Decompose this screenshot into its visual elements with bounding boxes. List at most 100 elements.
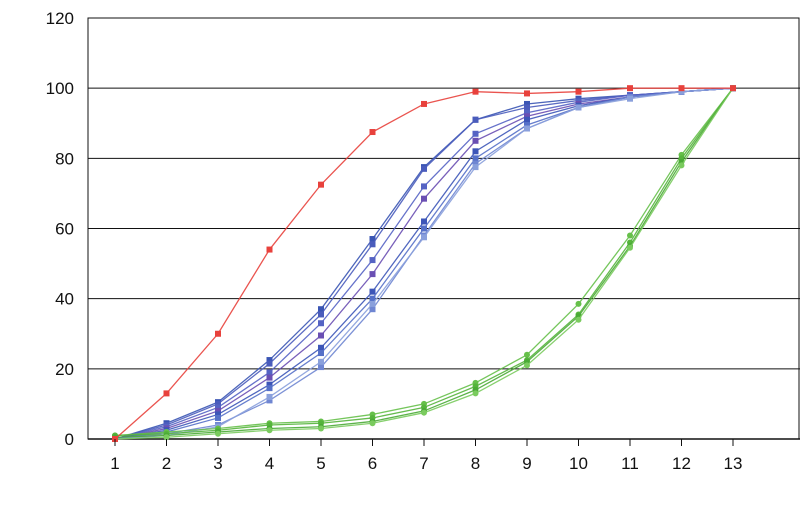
series-line bbox=[114, 87, 734, 440]
data-point bbox=[472, 164, 479, 171]
gridlines bbox=[88, 87, 800, 440]
series-8 bbox=[112, 85, 736, 442]
data-point bbox=[678, 85, 685, 92]
x-tick-label: 3 bbox=[213, 454, 222, 473]
data-point bbox=[472, 137, 479, 144]
series-4 bbox=[112, 85, 736, 442]
data-point bbox=[215, 414, 221, 421]
data-point bbox=[318, 344, 324, 351]
data-point bbox=[215, 430, 221, 437]
series-10 bbox=[112, 85, 736, 439]
series-11 bbox=[112, 85, 736, 441]
y-tick-label: 80 bbox=[55, 149, 74, 168]
data-point bbox=[318, 350, 324, 357]
x-tick-label: 2 bbox=[162, 454, 171, 473]
data-point bbox=[318, 311, 324, 318]
data-point bbox=[369, 257, 376, 264]
series-line bbox=[114, 87, 733, 440]
series-line bbox=[114, 87, 734, 438]
data-point bbox=[524, 90, 530, 97]
y-tick-label: 0 bbox=[65, 430, 74, 449]
data-point bbox=[421, 218, 427, 225]
data-point bbox=[421, 409, 427, 416]
data-point bbox=[472, 148, 479, 155]
x-tick-label: 7 bbox=[419, 454, 428, 473]
x-tick-label: 1 bbox=[110, 454, 119, 473]
data-point bbox=[266, 427, 273, 434]
y-tick-label: 40 bbox=[55, 290, 74, 309]
series-line bbox=[114, 87, 734, 437]
data-point bbox=[421, 100, 427, 107]
data-point bbox=[524, 113, 530, 120]
x-tick-label: 12 bbox=[672, 454, 691, 473]
data-point bbox=[472, 88, 479, 95]
series-line bbox=[114, 87, 734, 437]
data-point bbox=[266, 246, 273, 253]
data-point bbox=[472, 390, 479, 397]
x-tick-label: 13 bbox=[724, 454, 743, 473]
series-0 bbox=[112, 85, 736, 442]
data-point bbox=[318, 320, 324, 327]
data-point bbox=[318, 332, 324, 339]
data-point bbox=[215, 404, 221, 411]
data-point bbox=[266, 381, 273, 388]
data-point bbox=[524, 122, 530, 129]
data-point bbox=[472, 116, 479, 123]
y-tick-label: 20 bbox=[55, 360, 74, 379]
data-point bbox=[369, 236, 376, 243]
y-tick-label: 120 bbox=[46, 9, 74, 28]
data-point bbox=[215, 400, 221, 407]
series-line bbox=[114, 87, 734, 440]
data-point bbox=[575, 88, 582, 95]
data-point bbox=[163, 390, 170, 397]
data-point bbox=[266, 369, 273, 376]
data-point bbox=[575, 104, 582, 111]
plot-area-frame bbox=[87, 17, 800, 440]
data-point bbox=[627, 95, 633, 102]
data-point bbox=[421, 234, 427, 241]
data-point bbox=[369, 288, 376, 295]
series-6 bbox=[112, 85, 736, 442]
data-point bbox=[524, 104, 530, 111]
y-tick-label: 100 bbox=[46, 79, 74, 98]
series-line bbox=[114, 87, 734, 440]
data-point bbox=[627, 244, 633, 251]
y-axis-tick-labels: 0 20 40 60 80 100 120 bbox=[46, 9, 74, 449]
data-point bbox=[266, 374, 273, 381]
data-point bbox=[524, 125, 530, 132]
data-point bbox=[318, 358, 324, 365]
data-point bbox=[524, 100, 530, 107]
data-point bbox=[318, 425, 324, 432]
data-point bbox=[421, 195, 427, 202]
data-point bbox=[678, 88, 685, 95]
data-point bbox=[318, 364, 324, 371]
data-point bbox=[524, 116, 530, 123]
data-point bbox=[421, 225, 427, 232]
y-tick-label: 60 bbox=[55, 220, 74, 239]
data-point bbox=[678, 162, 685, 169]
series-12 bbox=[112, 85, 736, 442]
data-point bbox=[472, 155, 479, 162]
series-line bbox=[114, 87, 734, 440]
data-point bbox=[369, 271, 376, 278]
x-tick-label: 4 bbox=[265, 454, 274, 473]
series-5 bbox=[112, 85, 736, 442]
data-point bbox=[266, 360, 273, 367]
data-point bbox=[421, 183, 427, 190]
data-point bbox=[318, 181, 324, 188]
series-3 bbox=[112, 85, 736, 442]
data-point bbox=[575, 300, 582, 307]
x-tick-label: 10 bbox=[569, 454, 588, 473]
data-point bbox=[524, 109, 530, 116]
data-point bbox=[730, 85, 736, 92]
series-line bbox=[114, 87, 734, 440]
series-line bbox=[114, 87, 734, 440]
data-point bbox=[369, 306, 376, 313]
data-point bbox=[215, 411, 221, 418]
data-point bbox=[369, 300, 376, 307]
x-tick-label: 11 bbox=[621, 454, 639, 473]
data-point bbox=[472, 130, 479, 137]
data-point bbox=[215, 330, 221, 337]
x-tick-label: 5 bbox=[316, 454, 325, 473]
